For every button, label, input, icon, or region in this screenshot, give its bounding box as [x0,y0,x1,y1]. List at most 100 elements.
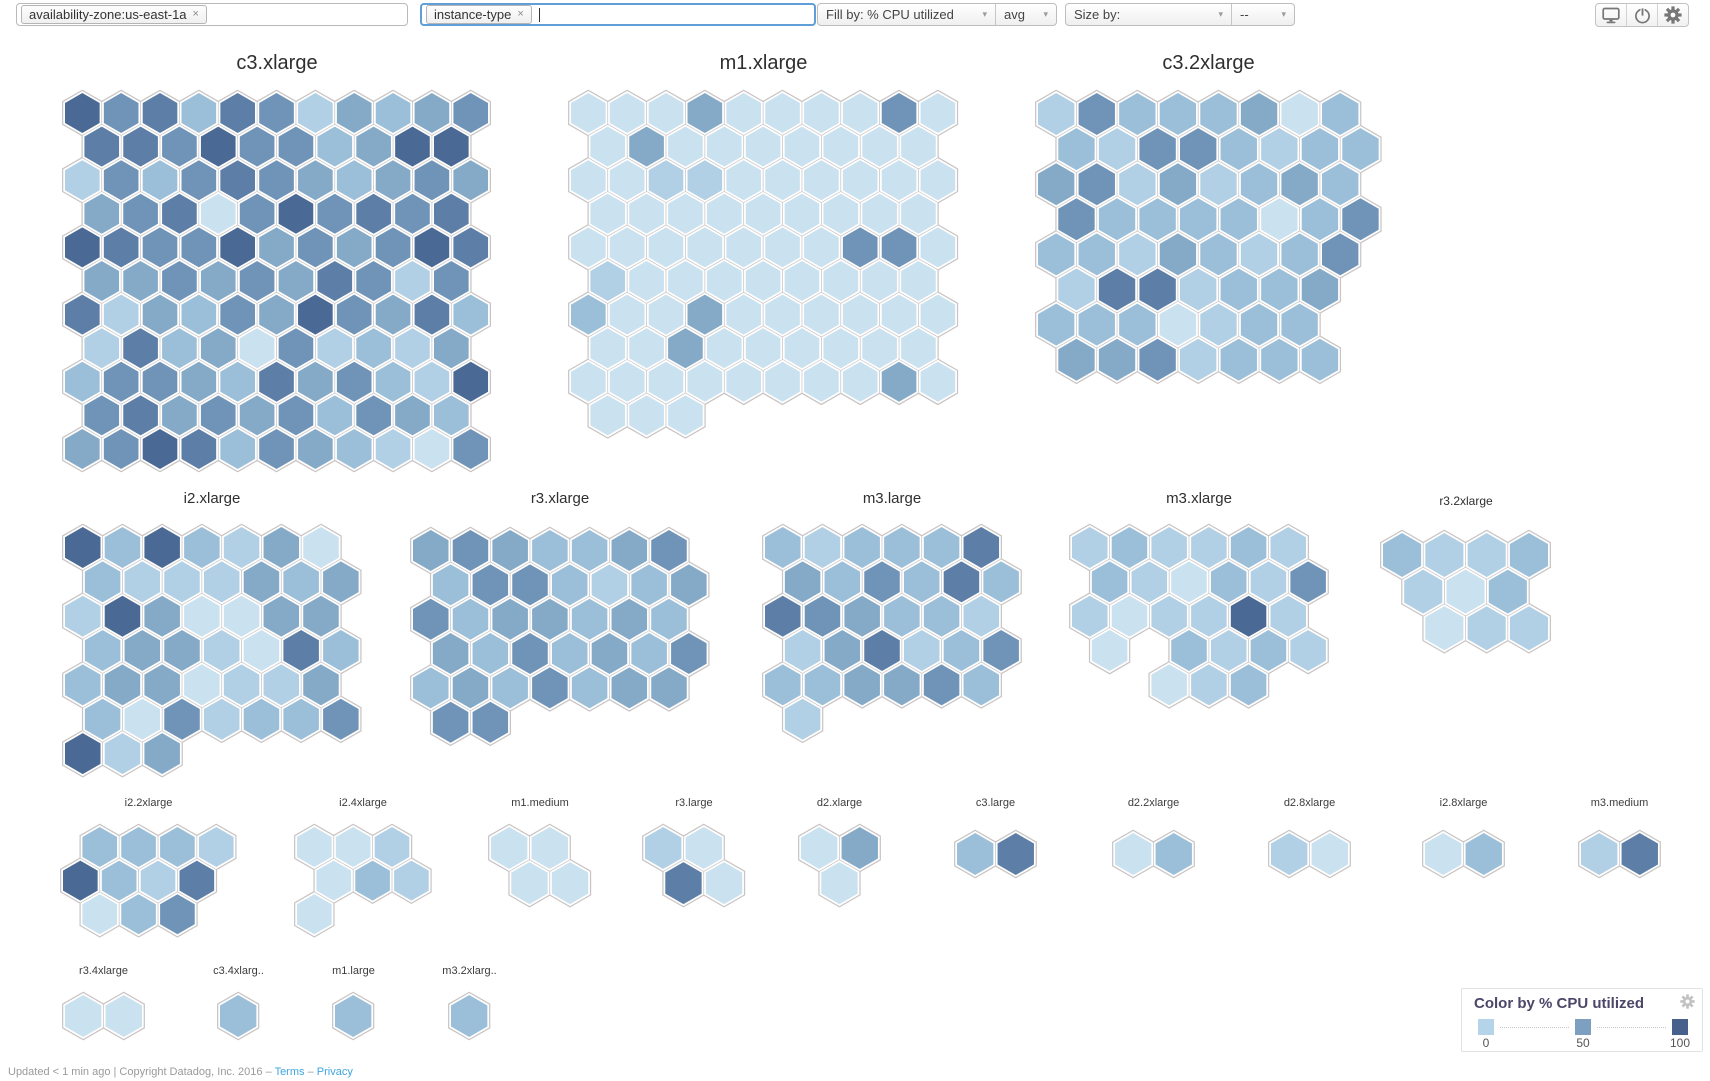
host-hex[interactable] [200,328,236,369]
host-hex[interactable] [726,93,762,133]
host-hex[interactable] [179,860,215,901]
host-hex[interactable] [200,261,236,301]
host-hex[interactable] [1191,595,1227,637]
host-hex[interactable] [453,294,489,335]
host-hex[interactable] [123,261,158,301]
host-hex[interactable] [243,561,280,603]
filter-input-secondary[interactable]: instance-type × [420,3,816,26]
host-hex[interactable] [356,193,391,234]
host-hex[interactable] [356,395,391,436]
host-hex[interactable] [356,261,391,301]
filter-input-primary[interactable]: availability-zone:us-east-1a × [16,3,408,26]
host-hex[interactable] [590,328,626,369]
host-hex[interactable] [263,527,300,568]
host-hex[interactable] [84,126,120,167]
host-hex[interactable] [1119,163,1156,206]
host-hex[interactable] [184,527,220,568]
host-hex[interactable] [1301,128,1339,171]
host-hex[interactable] [336,361,372,402]
host-hex[interactable] [590,126,626,167]
host-hex[interactable] [903,630,940,672]
host-hex[interactable] [239,126,275,167]
host-hex[interactable] [223,664,260,706]
host-hex[interactable] [1250,561,1287,603]
host-hex[interactable] [414,361,450,402]
host-hex[interactable] [1465,833,1502,875]
host-hex[interactable] [745,328,781,369]
host-hex[interactable] [923,527,960,568]
host-hex[interactable] [142,227,178,268]
host-hex[interactable] [1155,833,1192,875]
host-hex[interactable] [804,527,841,568]
host-hex[interactable] [1581,833,1618,875]
host-hex[interactable] [1200,163,1237,206]
host-hex[interactable] [472,701,509,743]
host-hex[interactable] [571,93,606,133]
host-hex[interactable] [1261,338,1298,381]
host-hex[interactable] [142,294,178,335]
host-hex[interactable] [1220,268,1257,311]
host-hex[interactable] [1159,303,1197,346]
host-hex[interactable] [414,93,450,133]
host-hex[interactable] [1509,533,1549,577]
host-hex[interactable] [278,261,314,301]
host-hex[interactable] [140,860,176,901]
host-hex[interactable] [220,361,256,402]
host-hex[interactable] [375,294,411,335]
host-hex[interactable] [1091,630,1128,672]
host-hex[interactable] [84,261,120,301]
host-hex[interactable] [239,395,275,436]
host-hex[interactable] [375,361,411,402]
host-hex[interactable] [824,630,861,672]
legend-settings-button[interactable] [1680,994,1695,1014]
host-hex[interactable] [414,160,450,201]
host-hex[interactable] [144,595,180,637]
host-hex[interactable] [1098,268,1136,311]
host-hex[interactable] [144,527,180,568]
host-hex[interactable] [243,698,280,740]
host-hex[interactable] [1078,233,1115,276]
host-hex[interactable] [1115,833,1152,875]
host-hex[interactable] [532,530,568,571]
host-hex[interactable] [395,193,430,234]
host-hex[interactable] [685,827,722,869]
host-hex[interactable] [1171,630,1207,672]
host-hex[interactable] [184,595,220,637]
host-hex[interactable] [65,595,101,637]
host-hex[interactable] [571,160,606,201]
host-hex[interactable] [726,160,762,201]
host-hex[interactable] [1281,163,1318,206]
host-hex[interactable] [414,227,450,268]
host-hex[interactable] [765,527,801,568]
host-hex[interactable] [923,664,960,706]
host-hex[interactable] [123,328,158,369]
host-hex[interactable] [336,160,372,201]
host-hex[interactable] [611,667,648,709]
host-hex[interactable] [297,827,332,867]
host-hex[interactable] [317,193,353,234]
host-hex[interactable] [784,698,821,740]
host-hex[interactable] [336,429,372,469]
host-hex[interactable] [1290,561,1326,603]
host-hex[interactable] [355,860,390,901]
host-hex[interactable] [651,598,687,640]
host-hex[interactable] [124,630,161,672]
host-hex[interactable] [862,328,897,369]
host-hex[interactable] [375,429,411,469]
size-value-select[interactable]: -- ▾ [1231,4,1294,25]
host-hex[interactable] [687,227,723,268]
host-hex[interactable] [184,664,220,706]
host-hex[interactable] [103,361,139,402]
host-hex[interactable] [164,561,200,603]
host-hex[interactable] [63,860,98,901]
host-hex[interactable] [705,862,743,905]
host-hex[interactable] [901,193,936,234]
host-hex[interactable] [765,160,800,201]
host-hex[interactable] [804,294,839,335]
host-hex[interactable] [823,193,859,234]
host-hex[interactable] [1180,128,1217,171]
host-hex[interactable] [259,93,294,133]
host-hex[interactable] [298,160,333,201]
host-hex[interactable] [298,227,333,268]
host-hex[interactable] [164,630,200,672]
